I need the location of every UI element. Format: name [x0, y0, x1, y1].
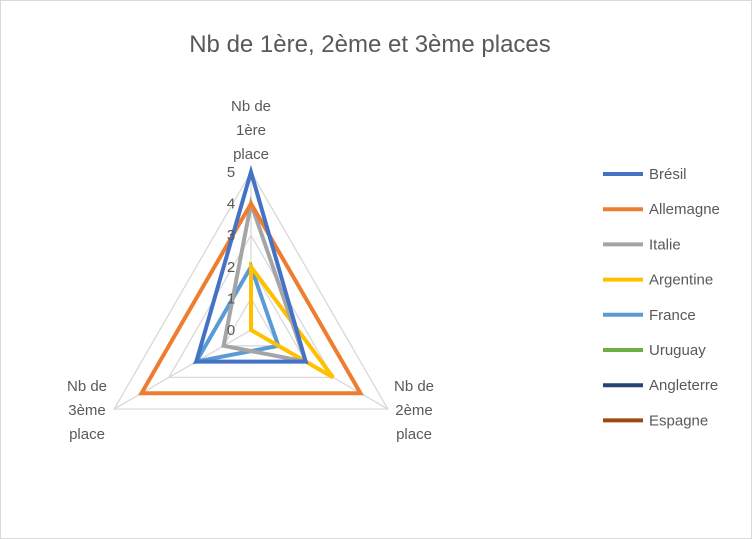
legend-label: Uruguay — [649, 342, 706, 359]
axis-label: Nb de 2ème place — [394, 378, 434, 443]
radar-ticks: 0 1 2 3 4 5 — [227, 164, 235, 339]
grid-ring — [167, 233, 335, 379]
legend-label: Italie — [649, 236, 681, 253]
tick-label: 2 — [227, 259, 235, 276]
legend-label: Brésil — [649, 166, 687, 183]
axis-label: Nb de 1ère place — [231, 98, 271, 163]
legend-label: France — [649, 307, 696, 324]
tick-label: 1 — [227, 290, 235, 307]
tick-label: 4 — [227, 196, 235, 213]
grid-ring — [222, 297, 280, 347]
series-brésil-line — [193, 164, 309, 364]
chart-title: Nb de 1ère, 2ème et 3ème places — [189, 31, 551, 58]
legend-label: Espagne — [649, 412, 708, 429]
legend: Brésil Allemagne Italie Argentine France Urug… — [603, 166, 720, 429]
series-france-line — [192, 262, 282, 365]
legend-label: Allemagne — [649, 201, 720, 218]
series-italie-line — [221, 195, 309, 365]
tick-label: 5 — [227, 164, 235, 181]
grid-ring — [113, 170, 389, 410]
radar-series — [138, 164, 364, 396]
legend-label: Angleterre — [649, 377, 718, 394]
axis-label: Nb de 3ème place — [67, 378, 107, 443]
axis-spoke — [113, 329, 252, 410]
series-allemagne-line — [138, 199, 364, 396]
axis-labels: Nb de 1ère place Nb de 2ème place Nb de 3ème pla… — [67, 98, 434, 443]
tick-label: 3 — [227, 227, 235, 244]
legend-label: Argentine — [649, 272, 713, 289]
tick-label: 0 — [227, 322, 235, 339]
